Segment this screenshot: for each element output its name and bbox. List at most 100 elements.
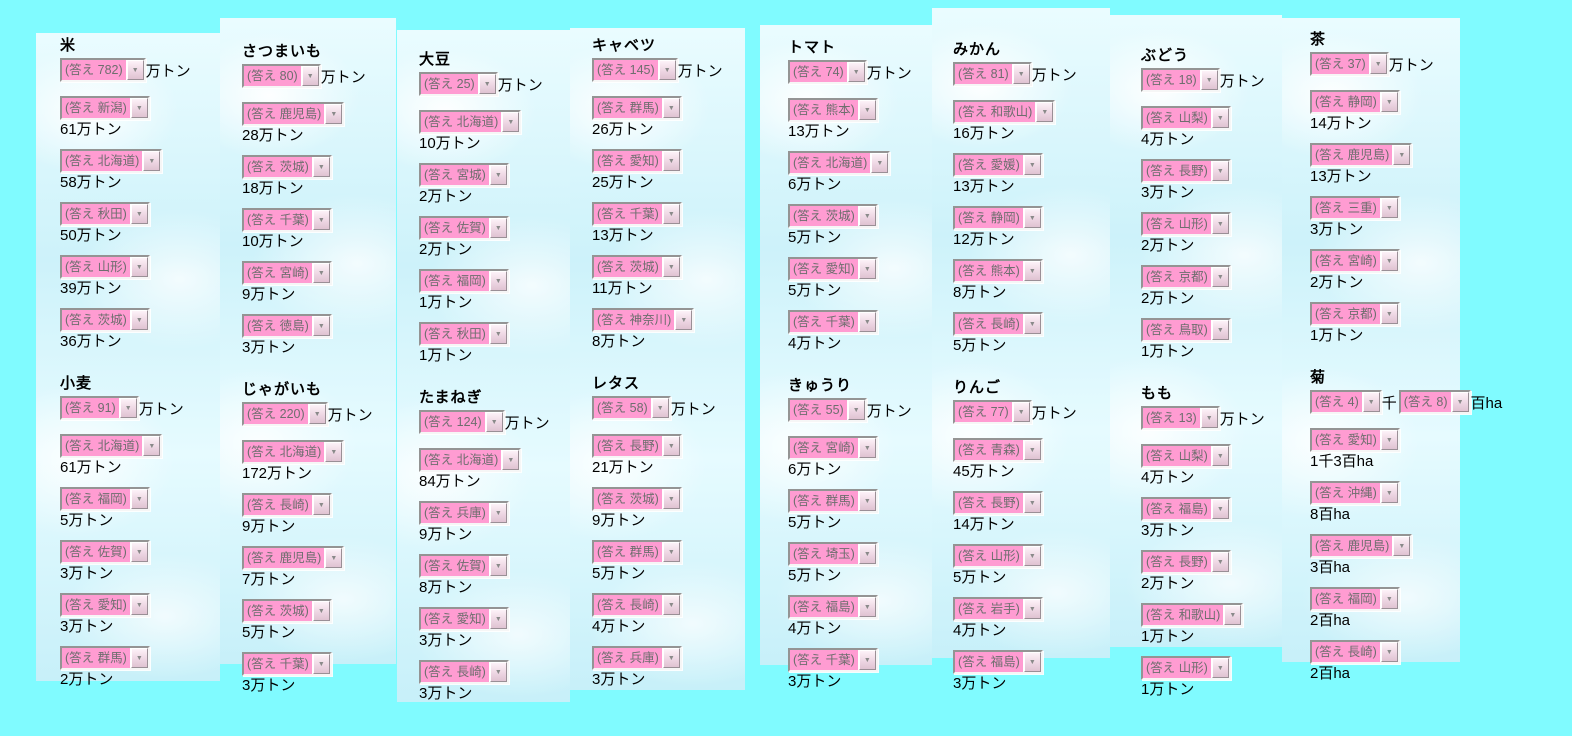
answer-select[interactable]: (答え 秋田) ▼ [419, 322, 509, 346]
dropdown-arrow-icon[interactable]: ▼ [858, 544, 876, 564]
dropdown-arrow-icon[interactable]: ▼ [662, 595, 680, 615]
answer-select[interactable]: (答え 長野) ▼ [953, 491, 1043, 515]
answer-select[interactable]: (答え 18) ▼ [1141, 68, 1220, 92]
dropdown-arrow-icon[interactable]: ▼ [858, 259, 876, 279]
dropdown-arrow-icon[interactable]: ▼ [143, 436, 161, 456]
answer-select[interactable]: (答え 長野) ▼ [1141, 159, 1231, 183]
answer-select[interactable]: (答え 宮城) ▼ [419, 163, 509, 187]
dropdown-arrow-icon[interactable]: ▼ [1211, 161, 1229, 181]
answer-select[interactable]: (答え 茨城) ▼ [242, 599, 332, 623]
answer-select[interactable]: (答え 58) ▼ [592, 396, 671, 420]
answer-select[interactable]: (答え 80) ▼ [242, 64, 321, 88]
answer-select[interactable]: (答え 千葉) ▼ [788, 310, 878, 334]
dropdown-arrow-icon[interactable]: ▼ [312, 601, 330, 621]
dropdown-arrow-icon[interactable]: ▼ [1012, 64, 1030, 84]
answer-select[interactable]: (答え 茨城) ▼ [788, 204, 878, 228]
answer-select[interactable]: (答え 徳島) ▼ [242, 314, 332, 338]
dropdown-arrow-icon[interactable]: ▼ [1211, 108, 1229, 128]
dropdown-arrow-icon[interactable]: ▼ [1224, 605, 1242, 625]
answer-select[interactable]: (答え 山形) ▼ [1141, 212, 1231, 236]
dropdown-arrow-icon[interactable]: ▼ [871, 153, 889, 173]
answer-select[interactable]: (答え 茨城) ▼ [592, 255, 682, 279]
dropdown-arrow-icon[interactable]: ▼ [1211, 267, 1229, 287]
answer-select[interactable]: (答え 和歌山) ▼ [1141, 603, 1244, 627]
answer-select[interactable]: (答え 福岡) ▼ [419, 269, 509, 293]
answer-select[interactable]: (答え 山形) ▼ [60, 255, 150, 279]
dropdown-arrow-icon[interactable]: ▼ [502, 450, 520, 470]
answer-select[interactable]: (答え 宮崎) ▼ [788, 436, 878, 460]
answer-select[interactable]: (答え 鹿児島) ▼ [1310, 143, 1413, 167]
answer-select[interactable]: (答え 宮崎) ▼ [1310, 249, 1400, 273]
answer-select[interactable]: (答え 静岡) ▼ [953, 206, 1043, 230]
answer-select[interactable]: (答え 愛知) ▼ [1310, 428, 1400, 452]
dropdown-arrow-icon[interactable]: ▼ [489, 556, 507, 576]
answer-select[interactable]: (答え 群馬) ▼ [60, 646, 150, 670]
dropdown-arrow-icon[interactable]: ▼ [312, 316, 330, 336]
answer-select[interactable]: (答え 福島) ▼ [1141, 497, 1231, 521]
dropdown-arrow-icon[interactable]: ▼ [130, 489, 148, 509]
answer-select[interactable]: (答え 愛媛) ▼ [953, 153, 1043, 177]
dropdown-arrow-icon[interactable]: ▼ [312, 263, 330, 283]
answer-select[interactable]: (答え 愛知) ▼ [419, 607, 509, 631]
answer-select[interactable]: (答え 25) ▼ [419, 72, 498, 96]
answer-select[interactable]: (答え 長野) ▼ [592, 434, 682, 458]
dropdown-arrow-icon[interactable]: ▼ [130, 98, 148, 118]
answer-select[interactable]: (答え 74) ▼ [788, 60, 867, 84]
dropdown-arrow-icon[interactable]: ▼ [1023, 599, 1041, 619]
dropdown-arrow-icon[interactable]: ▼ [662, 98, 680, 118]
answer-select[interactable]: (答え 鹿児島) ▼ [1310, 534, 1413, 558]
dropdown-arrow-icon[interactable]: ▼ [662, 257, 680, 277]
answer-select[interactable]: (答え 長野) ▼ [1141, 550, 1231, 574]
dropdown-arrow-icon[interactable]: ▼ [858, 312, 876, 332]
answer-select[interactable]: (答え 山形) ▼ [1141, 656, 1231, 680]
answer-select[interactable]: (答え 秋田) ▼ [60, 202, 150, 226]
dropdown-arrow-icon[interactable]: ▼ [1380, 430, 1398, 450]
dropdown-arrow-icon[interactable]: ▼ [489, 218, 507, 238]
answer-select[interactable]: (答え 4) ▼ [1310, 390, 1382, 414]
dropdown-arrow-icon[interactable]: ▼ [1200, 70, 1218, 90]
answer-select[interactable]: (答え 静岡) ▼ [1310, 90, 1400, 114]
dropdown-arrow-icon[interactable]: ▼ [489, 324, 507, 344]
dropdown-arrow-icon[interactable]: ▼ [662, 489, 680, 509]
dropdown-arrow-icon[interactable]: ▼ [489, 271, 507, 291]
answer-select[interactable]: (答え 和歌山) ▼ [953, 100, 1056, 124]
dropdown-arrow-icon[interactable]: ▼ [658, 60, 676, 80]
dropdown-arrow-icon[interactable]: ▼ [1362, 392, 1380, 412]
answer-select[interactable]: (答え 782) ▼ [60, 58, 146, 82]
answer-select[interactable]: (答え 37) ▼ [1310, 52, 1389, 76]
answer-select[interactable]: (答え 長崎) ▼ [953, 312, 1043, 336]
dropdown-arrow-icon[interactable]: ▼ [325, 442, 343, 462]
answer-select[interactable]: (答え 佐賀) ▼ [419, 554, 509, 578]
answer-select[interactable]: (答え 愛知) ▼ [788, 257, 878, 281]
dropdown-arrow-icon[interactable]: ▼ [119, 398, 137, 418]
dropdown-arrow-icon[interactable]: ▼ [847, 62, 865, 82]
dropdown-arrow-icon[interactable]: ▼ [130, 595, 148, 615]
dropdown-arrow-icon[interactable]: ▼ [130, 542, 148, 562]
answer-select[interactable]: (答え 81) ▼ [953, 62, 1032, 86]
answer-select[interactable]: (答え 佐賀) ▼ [419, 216, 509, 240]
answer-select[interactable]: (答え 北海道) ▼ [788, 151, 891, 175]
dropdown-arrow-icon[interactable]: ▼ [308, 404, 326, 424]
answer-select[interactable]: (答え 55) ▼ [788, 398, 867, 422]
dropdown-arrow-icon[interactable]: ▼ [130, 204, 148, 224]
answer-select[interactable]: (答え 埼玉) ▼ [788, 542, 878, 566]
answer-select[interactable]: (答え 福岡) ▼ [60, 487, 150, 511]
answer-select[interactable]: (答え 神奈川) ▼ [592, 308, 695, 332]
answer-select[interactable]: (答え 茨城) ▼ [592, 487, 682, 511]
dropdown-arrow-icon[interactable]: ▼ [858, 597, 876, 617]
dropdown-arrow-icon[interactable]: ▼ [1200, 408, 1218, 428]
answer-select[interactable]: (答え 北海道) ▼ [60, 434, 163, 458]
answer-select[interactable]: (答え 群馬) ▼ [592, 540, 682, 564]
answer-select[interactable]: (答え 沖縄) ▼ [1310, 481, 1400, 505]
answer-select[interactable]: (答え 青森) ▼ [953, 438, 1043, 462]
answer-select[interactable]: (答え 13) ▼ [1141, 406, 1220, 430]
answer-select[interactable]: (答え 145) ▼ [592, 58, 678, 82]
dropdown-arrow-icon[interactable]: ▼ [1393, 145, 1411, 165]
dropdown-arrow-icon[interactable]: ▼ [1211, 446, 1229, 466]
dropdown-arrow-icon[interactable]: ▼ [1023, 546, 1041, 566]
answer-select[interactable]: (答え 福岡) ▼ [1310, 587, 1400, 611]
dropdown-arrow-icon[interactable]: ▼ [651, 398, 669, 418]
dropdown-arrow-icon[interactable]: ▼ [662, 151, 680, 171]
answer-select[interactable]: (答え 北海道) ▼ [242, 440, 345, 464]
dropdown-arrow-icon[interactable]: ▼ [301, 66, 319, 86]
